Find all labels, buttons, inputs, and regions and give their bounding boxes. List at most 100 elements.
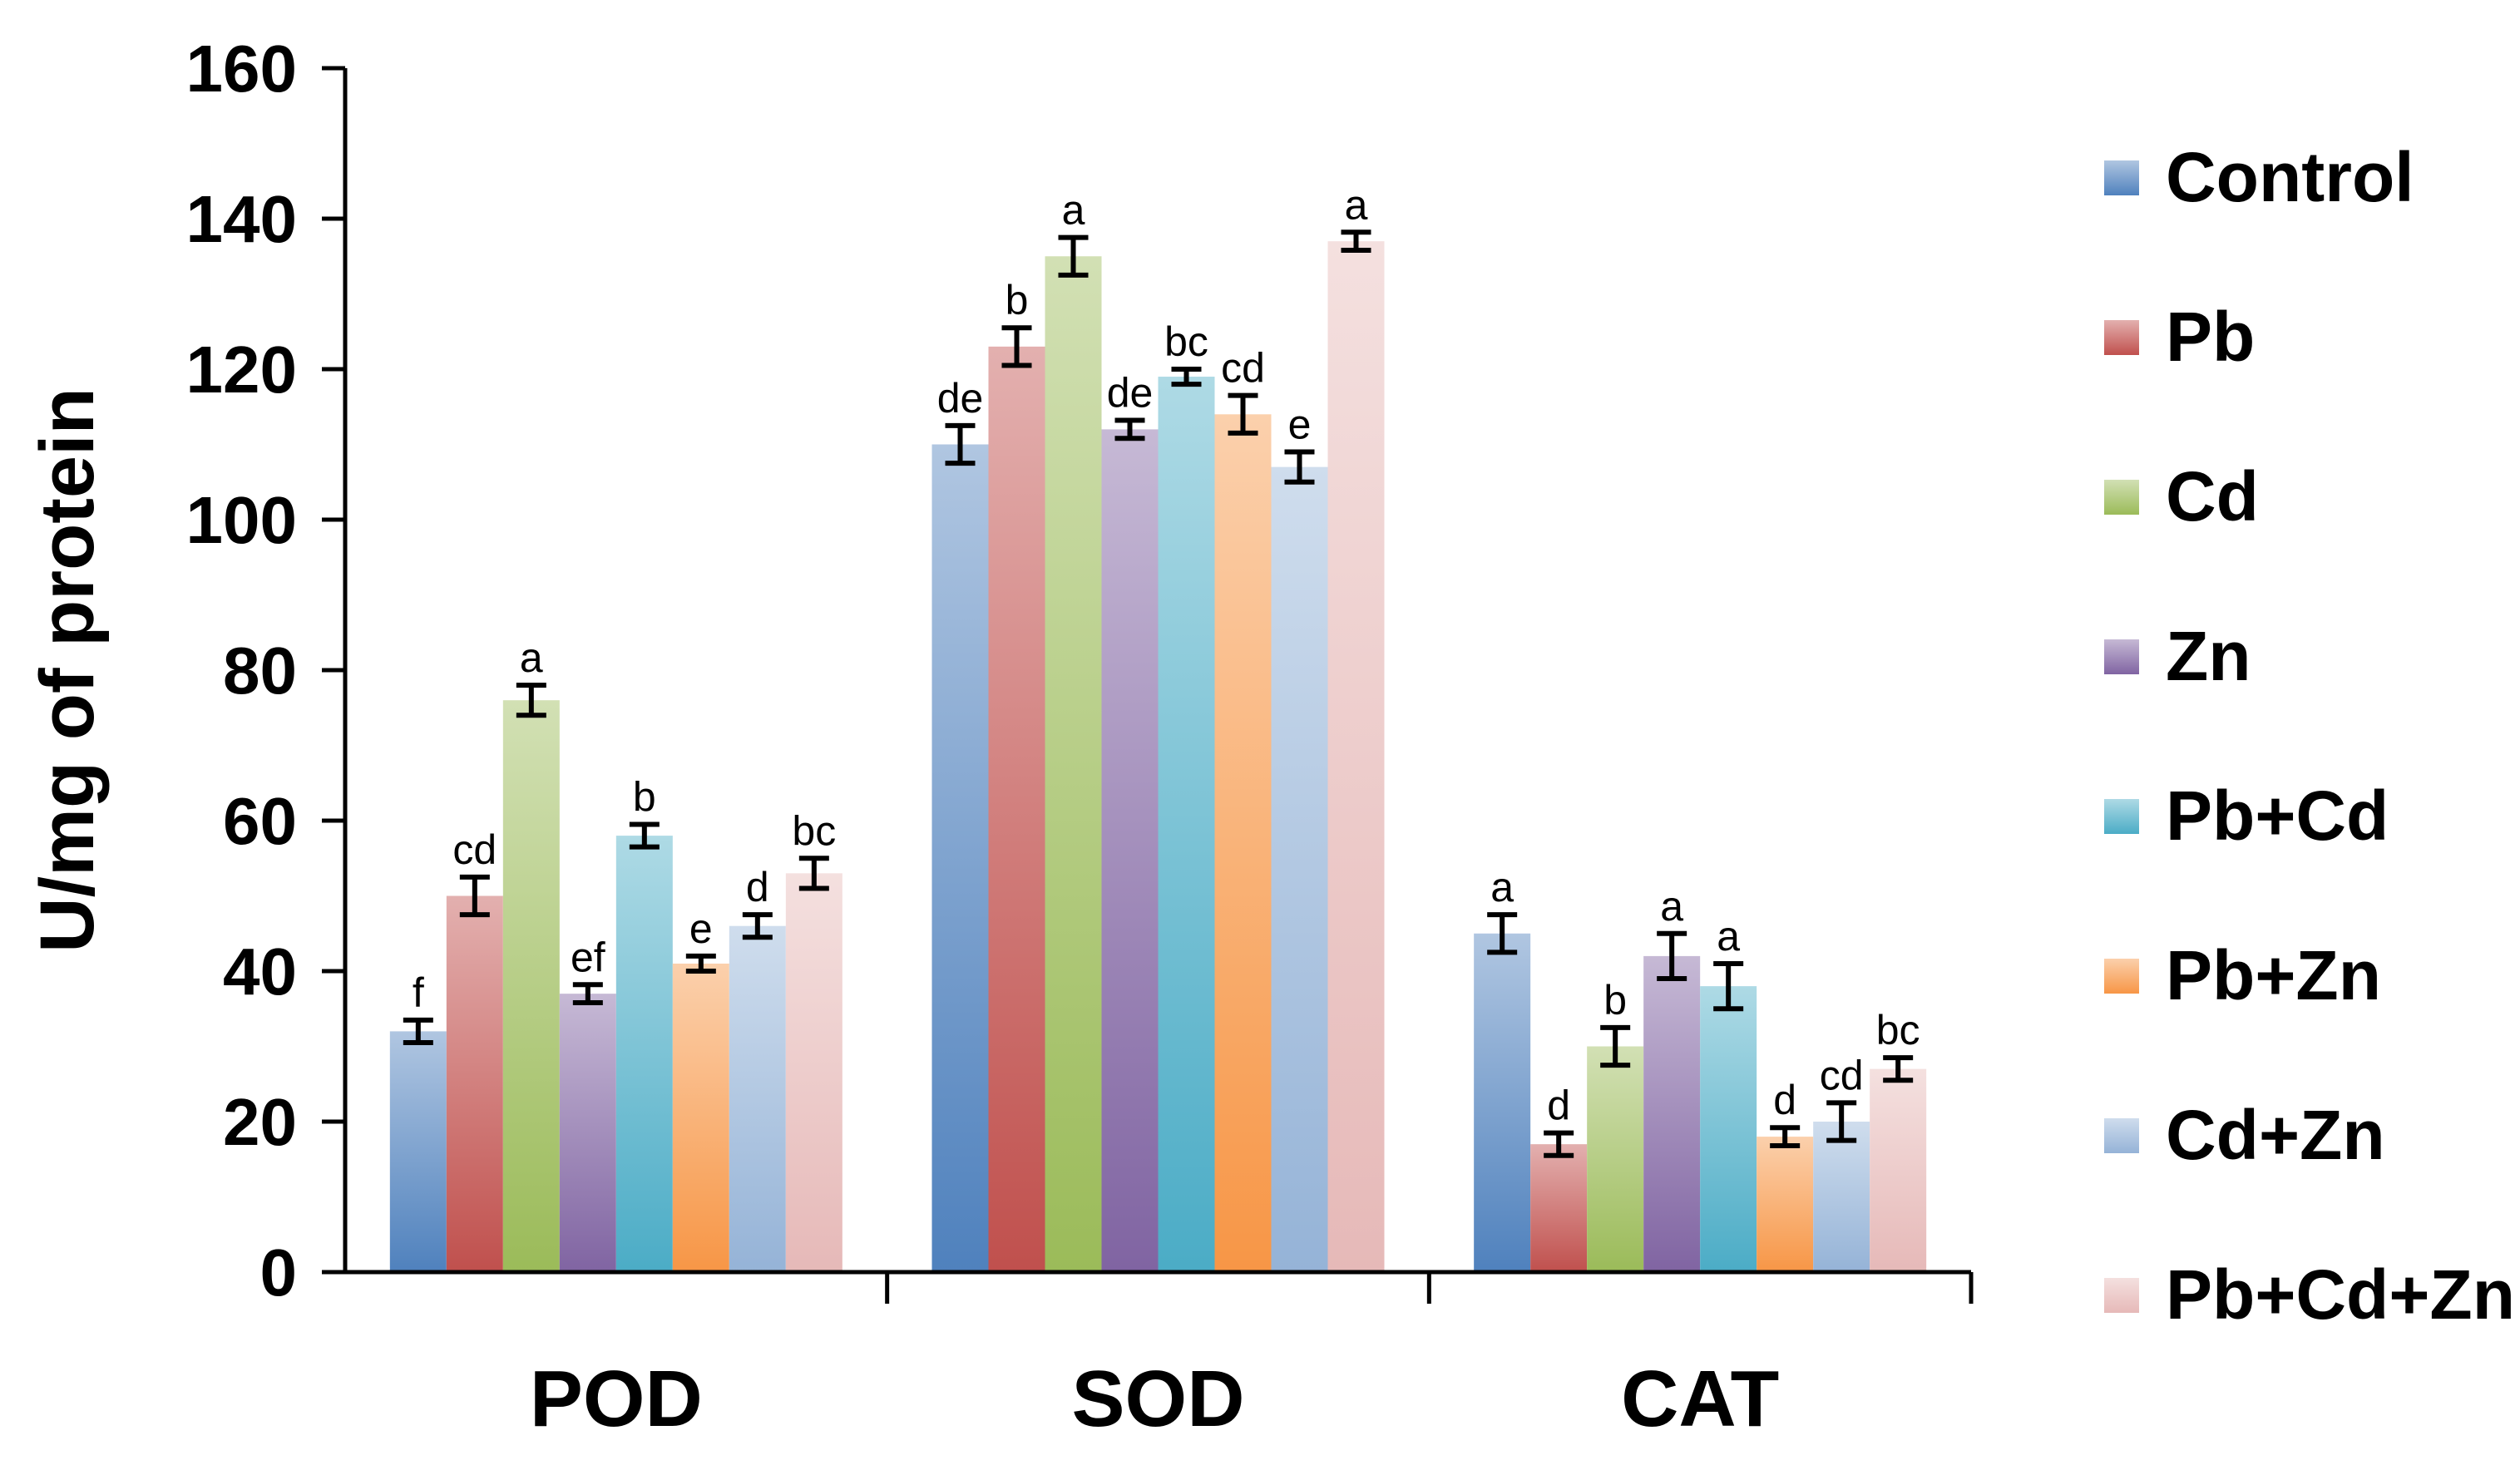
error-bar: [798, 856, 829, 891]
bar: [1101, 429, 1159, 1272]
legend: Control Pb Cd Zn Pb+Cd Pb+Zn Cd+Zn Pb+Cd+Zn: [2104, 138, 2515, 1334]
legend-swatch: [2104, 320, 2139, 355]
legend-swatch: [2104, 480, 2139, 515]
error-bar: [516, 683, 546, 718]
legend-swatch: [2104, 959, 2139, 994]
error-bar: [1114, 417, 1145, 441]
legend-item: Pb+Cd: [2104, 777, 2389, 855]
bar: [785, 873, 842, 1272]
error-bar: [572, 982, 603, 1006]
legend-label: Pb+Zn: [2166, 936, 2381, 1014]
legend-label: Pb: [2166, 298, 2255, 376]
significance-letter: a: [1490, 864, 1514, 910]
significance-letter: e: [689, 905, 713, 952]
bar: [1271, 466, 1328, 1272]
bar: [1813, 1122, 1870, 1272]
legend-label: Cd+Zn: [2166, 1096, 2385, 1174]
error-bar: [403, 1017, 433, 1045]
y-axis-title: U/mg of protein: [25, 387, 110, 953]
bar: [559, 994, 616, 1272]
significance-letter: f: [413, 969, 424, 1016]
legend-label: Control: [2166, 138, 2414, 216]
legend-label: Pb+Cd: [2166, 777, 2389, 855]
bar: [1643, 955, 1701, 1272]
legend-swatch: [2104, 160, 2139, 195]
legend-item: Cd: [2104, 457, 2259, 535]
bar: [1045, 256, 1102, 1272]
significance-letter: d: [1773, 1077, 1796, 1123]
significance-letter: bc: [1876, 1007, 1920, 1053]
legend-swatch: [2104, 1278, 2139, 1313]
error-bar: [1001, 325, 1032, 368]
error-bar: [459, 874, 490, 918]
bar: [1214, 414, 1272, 1272]
error-bars: [403, 229, 1914, 1158]
x-category-label: CAT: [1621, 1354, 1779, 1443]
legend-item: Zn: [2104, 617, 2251, 695]
error-bar: [945, 422, 976, 466]
bar: [502, 700, 560, 1272]
bar: [1530, 1144, 1588, 1272]
legend-item: Pb: [2104, 298, 2255, 376]
legend-swatch: [2104, 799, 2139, 834]
legend-swatch: [2104, 1118, 2139, 1153]
legend-item: Cd+Zn: [2104, 1096, 2385, 1174]
legend-item: Control: [2104, 138, 2414, 216]
error-bar: [1171, 367, 1202, 387]
significance-letter: b: [633, 774, 656, 821]
bar: [1870, 1068, 1927, 1272]
significance-letter: cd: [452, 826, 497, 873]
legend-swatch: [2104, 639, 2139, 674]
error-bar: [1341, 229, 1371, 254]
error-bar: [685, 953, 716, 974]
x-category-label: POD: [530, 1354, 703, 1443]
y-tick-label: 140: [186, 182, 297, 256]
x-category-label: SOD: [1071, 1354, 1244, 1443]
error-bar: [1883, 1055, 1914, 1083]
bar: [1700, 986, 1757, 1272]
bar: [1757, 1137, 1814, 1272]
error-bar: [1713, 960, 1744, 1012]
significance-letter: de: [937, 375, 984, 422]
bar: [1587, 1046, 1644, 1272]
error-bar: [629, 821, 660, 850]
bar: [1474, 933, 1531, 1272]
bar: [389, 1031, 447, 1272]
significance-letter: de: [1107, 370, 1154, 417]
significance-letter: cd: [1820, 1052, 1864, 1098]
legend-item: Pb+Zn: [2104, 936, 2381, 1014]
legend-item: Pb+Cd+Zn: [2104, 1255, 2515, 1334]
significance-letter: bc: [1164, 318, 1208, 365]
significance-letter: ef: [571, 934, 605, 980]
error-bar: [1826, 1100, 1857, 1143]
y-axis-ticks: 0 20 40 60 80 100 120 140 160: [186, 32, 345, 1310]
significance-letter: e: [1288, 402, 1312, 448]
y-tick-label: 160: [186, 32, 297, 106]
y-tick-label: 120: [186, 333, 297, 407]
significance-letter: d: [746, 864, 769, 910]
legend-label: Cd: [2166, 457, 2259, 535]
y-tick-label: 20: [223, 1085, 297, 1159]
significance-letter: a: [520, 634, 543, 681]
error-bar: [1600, 1024, 1631, 1068]
error-bar: [1284, 449, 1315, 485]
y-tick-label: 0: [260, 1236, 298, 1310]
bar: [1327, 241, 1385, 1272]
y-tick-label: 60: [223, 784, 297, 858]
y-tick-label: 40: [223, 935, 297, 1009]
bar: [729, 925, 786, 1272]
error-bar: [1228, 392, 1258, 436]
significance-letter: a: [1717, 913, 1740, 959]
significance-letter: a: [1062, 187, 1085, 234]
legend-label: Zn: [2166, 617, 2251, 695]
significance-letter: d: [1547, 1083, 1570, 1129]
bar: [988, 346, 1045, 1273]
significance-letter: b: [1603, 977, 1627, 1024]
bar: [931, 444, 989, 1272]
significance-letter: bc: [792, 807, 836, 854]
y-tick-label: 80: [223, 634, 297, 708]
error-bar: [1058, 234, 1089, 278]
bars: [389, 241, 1927, 1273]
